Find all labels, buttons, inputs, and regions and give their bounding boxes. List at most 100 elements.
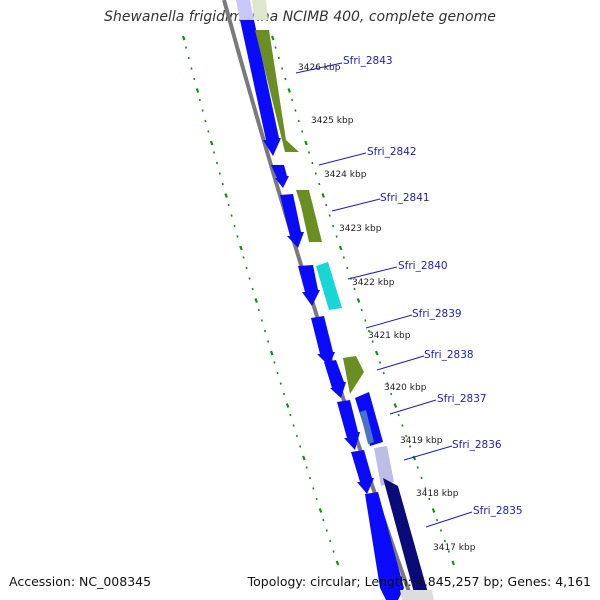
tick-mark — [299, 445, 302, 448]
tick-mark — [325, 203, 328, 207]
tick-mark — [287, 88, 291, 93]
tick-mark — [195, 88, 200, 93]
gene-label-sfri-2840[interactable]: Sfri_2840 — [398, 260, 448, 272]
gene-arrow[interactable] — [365, 492, 404, 600]
gene-label-sfri-2839[interactable]: Sfri_2839 — [412, 308, 462, 320]
gene-label-sfri-2836[interactable]: Sfri_2836 — [452, 439, 502, 451]
tick-mark — [308, 476, 312, 480]
gene-arrow[interactable] — [400, 590, 434, 600]
accession-text: Accession: NC_008345 — [9, 574, 152, 589]
gene-arrow[interactable] — [337, 400, 360, 450]
tick-mark — [213, 151, 216, 154]
tick-mark — [279, 382, 282, 385]
gene-labels: Sfri_2843 Sfri_2842 Sfri_2841 Sfri_2840 … — [343, 55, 523, 517]
tick-mark — [325, 529, 328, 532]
gene-arrow[interactable] — [374, 446, 394, 486]
tick-mark — [386, 382, 389, 385]
tick-mark — [292, 424, 295, 427]
tick-mark — [263, 329, 267, 333]
tick-mark — [233, 224, 236, 228]
tick-mark — [397, 413, 400, 417]
gene-arrow[interactable] — [343, 356, 364, 394]
leader-line — [389, 399, 437, 415]
tick-mark — [201, 109, 204, 112]
tick-mark — [221, 182, 224, 186]
gene-label-sfri-2838[interactable]: Sfri_2838 — [424, 349, 474, 361]
tick-mark — [342, 256, 345, 259]
tick-mark — [273, 361, 276, 364]
gene-arrow[interactable] — [311, 316, 335, 366]
leader-line — [347, 266, 398, 280]
gene-arrow[interactable] — [355, 392, 383, 446]
gene-arrow[interactable] — [252, 0, 268, 20]
tick-mark — [420, 476, 423, 480]
gene-arrow[interactable] — [271, 165, 289, 188]
map-title: Shewanella frigidimarina NCIMB 400, comp… — [104, 9, 496, 25]
gene-label-sfri-2835[interactable]: Sfri_2835 — [473, 505, 523, 517]
tick-mark — [187, 56, 190, 60]
ruler-label: 3422 kbp — [352, 278, 395, 288]
tick-mark — [401, 424, 404, 427]
tick-mark — [439, 529, 443, 532]
tick-mark — [274, 46, 277, 49]
ruler-label: 3417 kbp — [433, 543, 476, 553]
gene-arrow[interactable] — [324, 360, 346, 398]
tick-mark — [428, 497, 431, 501]
ruler-label: 3423 kbp — [339, 224, 382, 234]
tick-mark — [431, 508, 436, 513]
gene-arrow[interactable] — [280, 194, 304, 248]
leader-line — [318, 152, 367, 166]
tick-mark — [236, 235, 239, 238]
tick-mark — [260, 319, 263, 322]
gene-arrow[interactable] — [316, 262, 342, 310]
tick-mark — [382, 371, 385, 375]
gene-arrow[interactable] — [240, 20, 281, 156]
tick-mark — [318, 508, 323, 513]
gene-label-sfri-2842[interactable]: Sfri_2842 — [367, 146, 417, 158]
tick-mark — [335, 235, 338, 238]
gene-arrow[interactable] — [351, 450, 374, 494]
tick-mark — [335, 560, 340, 566]
tick-mark — [305, 466, 308, 469]
gene-label-sfri-2841[interactable]: Sfri_2841 — [380, 192, 430, 204]
tick-mark — [318, 182, 321, 186]
tick-mark — [328, 214, 331, 217]
tick-mark — [304, 140, 308, 146]
tick-mark — [321, 193, 325, 198]
gene-arrow[interactable] — [255, 30, 299, 152]
leader-line — [365, 314, 413, 329]
tick-mark — [424, 487, 427, 490]
tick-mark — [314, 172, 317, 175]
outer-tick-ring — [181, 35, 340, 566]
tick-mark — [332, 550, 335, 553]
gene-label-leaders — [295, 62, 473, 528]
tick-mark — [285, 403, 290, 408]
gene-label-sfri-2837[interactable]: Sfri_2837 — [437, 393, 487, 405]
tick-mark — [251, 287, 254, 291]
gene-arrow[interactable] — [296, 190, 322, 242]
tick-mark — [270, 35, 275, 41]
tick-mark — [364, 319, 367, 322]
tick-mark — [269, 350, 274, 356]
gene-label-sfri-2843[interactable]: Sfri_2843 — [343, 55, 393, 67]
tick-mark — [360, 308, 363, 312]
gene-arrow[interactable] — [236, 0, 254, 20]
tick-mark — [416, 466, 419, 469]
tick-mark — [281, 67, 284, 70]
tick-mark — [302, 455, 306, 461]
tick-mark — [447, 550, 450, 553]
tick-mark — [277, 56, 280, 60]
tick-mark — [276, 371, 279, 375]
tick-mark — [332, 224, 335, 228]
tick-mark — [356, 298, 361, 303]
gene-arrow[interactable] — [360, 410, 374, 444]
tick-mark — [346, 266, 349, 270]
inner-tick-ring — [270, 35, 456, 566]
gene-arrow[interactable] — [383, 478, 430, 600]
tick-mark — [301, 130, 304, 133]
tick-mark — [190, 67, 193, 70]
tick-mark — [311, 161, 314, 165]
tick-mark — [204, 119, 207, 123]
gene-arrow[interactable] — [298, 265, 320, 306]
